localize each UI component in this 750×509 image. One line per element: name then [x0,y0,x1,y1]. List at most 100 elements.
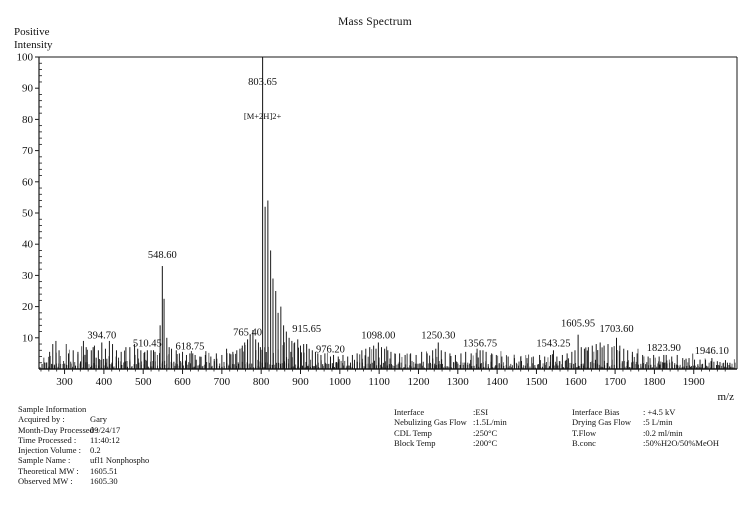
info-label: T.Flow [572,427,597,438]
svg-text:1900: 1900 [683,376,706,388]
info-label: Theoretical MW : [18,465,79,476]
svg-text:803.65: 803.65 [248,77,277,88]
svg-text:1703.60: 1703.60 [599,324,633,335]
info-row: Injection Volume : 0.2 [18,445,149,455]
instrument-settings-block: Interface :ESI Nebulizing Gas Flow :1.5L/mi… [394,407,507,448]
svg-text:1200: 1200 [407,376,430,388]
svg-text:1600: 1600 [565,376,588,388]
info-label: Drying Gas Flow [572,417,632,428]
info-label: Injection Volume : [18,445,81,456]
svg-text:700: 700 [214,376,231,388]
y-axis-title-line1: Positive [14,26,50,38]
svg-text:1100: 1100 [368,376,390,388]
svg-text:100: 100 [17,52,34,64]
svg-text:900: 900 [292,376,309,388]
svg-text:90: 90 [22,83,34,95]
sample-information-block: Sample Information Acquired by : Gary Mont… [18,404,149,486]
svg-text:70: 70 [22,145,34,157]
info-row: Time Processed : 11:40:12 [18,435,149,445]
svg-text:1800: 1800 [643,376,666,388]
svg-text:1823.90: 1823.90 [647,343,681,354]
info-value: :250°C [473,427,498,438]
info-row: Theoretical MW : 1605.51 [18,466,149,476]
svg-text:10: 10 [22,332,34,344]
info-label: Month-Day Processed : [18,424,99,435]
info-value: :5 L/min [643,417,673,428]
svg-text:915.65: 915.65 [292,324,321,335]
info-label: Interface [394,407,425,417]
svg-text:[M+2H]2+: [M+2H]2+ [244,111,282,121]
info-value: 1605.30 [90,476,118,487]
info-label: CDL Temp [394,427,432,438]
info-label: Sample Name : [18,455,71,466]
svg-text:60: 60 [22,176,34,188]
info-value: :200°C [473,437,498,448]
info-row: Block Temp:200°C [394,438,507,448]
info-row: Interface :ESI [394,407,507,417]
info-row: T.Flow :0.2 ml/min [572,428,719,438]
svg-text:394.70: 394.70 [87,330,116,341]
svg-text:30: 30 [22,270,34,282]
info-label: Interface Bias [572,407,620,417]
x-axis: 300 400 500 600 700 800 900 1000 1100 1200 1300 140… [40,369,735,403]
info-value: 09/24/17 [90,424,121,435]
info-label: Acquired by : [18,414,65,425]
svg-text:1300: 1300 [447,376,470,388]
svg-text:976.20: 976.20 [316,345,345,356]
info-row: Month-Day Processed :09/24/17 [18,425,149,435]
svg-text:618.75: 618.75 [175,341,204,352]
info-row: Drying Gas Flow :5 L/min [572,417,719,427]
info-value: ufl1 Nonphospho [90,455,150,466]
major-peaks [101,57,713,369]
chart-title: Mass Spectrum [338,16,412,28]
svg-text:1098.00: 1098.00 [361,330,395,341]
y-axis: 10 20 30 40 50 60 70 80 90 100 [17,52,42,364]
mass-spectrum-plot: 10 20 30 40 50 60 70 80 90 100 300 400 500 600 700 800 9… [17,52,738,403]
y-axis-title-line2: Intensity [14,38,53,51]
svg-text:510.45: 510.45 [133,338,162,349]
svg-text:1543.25: 1543.25 [536,338,570,349]
svg-text:600: 600 [174,376,191,388]
svg-text:1250.30: 1250.30 [421,330,455,341]
svg-text:300: 300 [56,376,73,388]
info-row: Acquired by : Gary [18,414,149,424]
sample-information-rows: Acquired by : Gary Month-Day Processed :09… [18,414,149,486]
svg-text:400: 400 [96,376,113,388]
svg-text:40: 40 [22,239,34,251]
svg-text:800: 800 [253,376,270,388]
info-value: :1.5L/min [473,417,507,428]
svg-text:m/z: m/z [718,391,735,403]
info-value: :50%H2O/50%MeOH [643,437,720,448]
info-label: Time Processed : [18,434,77,445]
minor-peaks [49,200,731,369]
svg-text:20: 20 [22,301,34,313]
svg-text:1605.95: 1605.95 [561,319,595,330]
info-value: :ESI [473,407,489,417]
info-row: Interface Bias : +4.5 kV [572,407,719,417]
svg-text:1400: 1400 [486,376,509,388]
svg-text:50: 50 [22,208,34,220]
info-value: 1605.51 [90,465,118,476]
svg-text:765.40: 765.40 [233,327,262,338]
svg-text:80: 80 [22,114,34,126]
info-value: : +4.5 kV [643,407,676,417]
info-value: :0.2 ml/min [643,427,683,438]
svg-text:1500: 1500 [525,376,548,388]
y-axis-title: Positive Intensity [14,26,53,51]
info-label: B.conc [572,437,596,448]
sample-information-header: Sample Information [18,404,87,414]
peak-labels: 394.70 510.45 548.60 618.75 765.40 803.65 [M+2… [87,77,729,357]
svg-text:500: 500 [135,376,152,388]
info-row: Nebulizing Gas Flow :1.5L/min [394,417,507,427]
info-value: 0.2 [90,445,101,456]
info-label: Nebulizing Gas Flow [394,417,467,428]
conditions-settings-block: Interface Bias : +4.5 kV Drying Gas Flow :5… [572,407,719,448]
svg-text:1700: 1700 [604,376,627,388]
info-row: Observed MW : 1605.30 [18,476,149,486]
info-row: B.conc :50%H2O/50%MeOH [572,438,719,448]
info-value: Gary [90,414,107,425]
info-row: Sample Name : ufl1 Nonphospho [18,455,149,465]
svg-text:548.60: 548.60 [148,250,177,261]
info-value: 11:40:12 [90,434,120,445]
